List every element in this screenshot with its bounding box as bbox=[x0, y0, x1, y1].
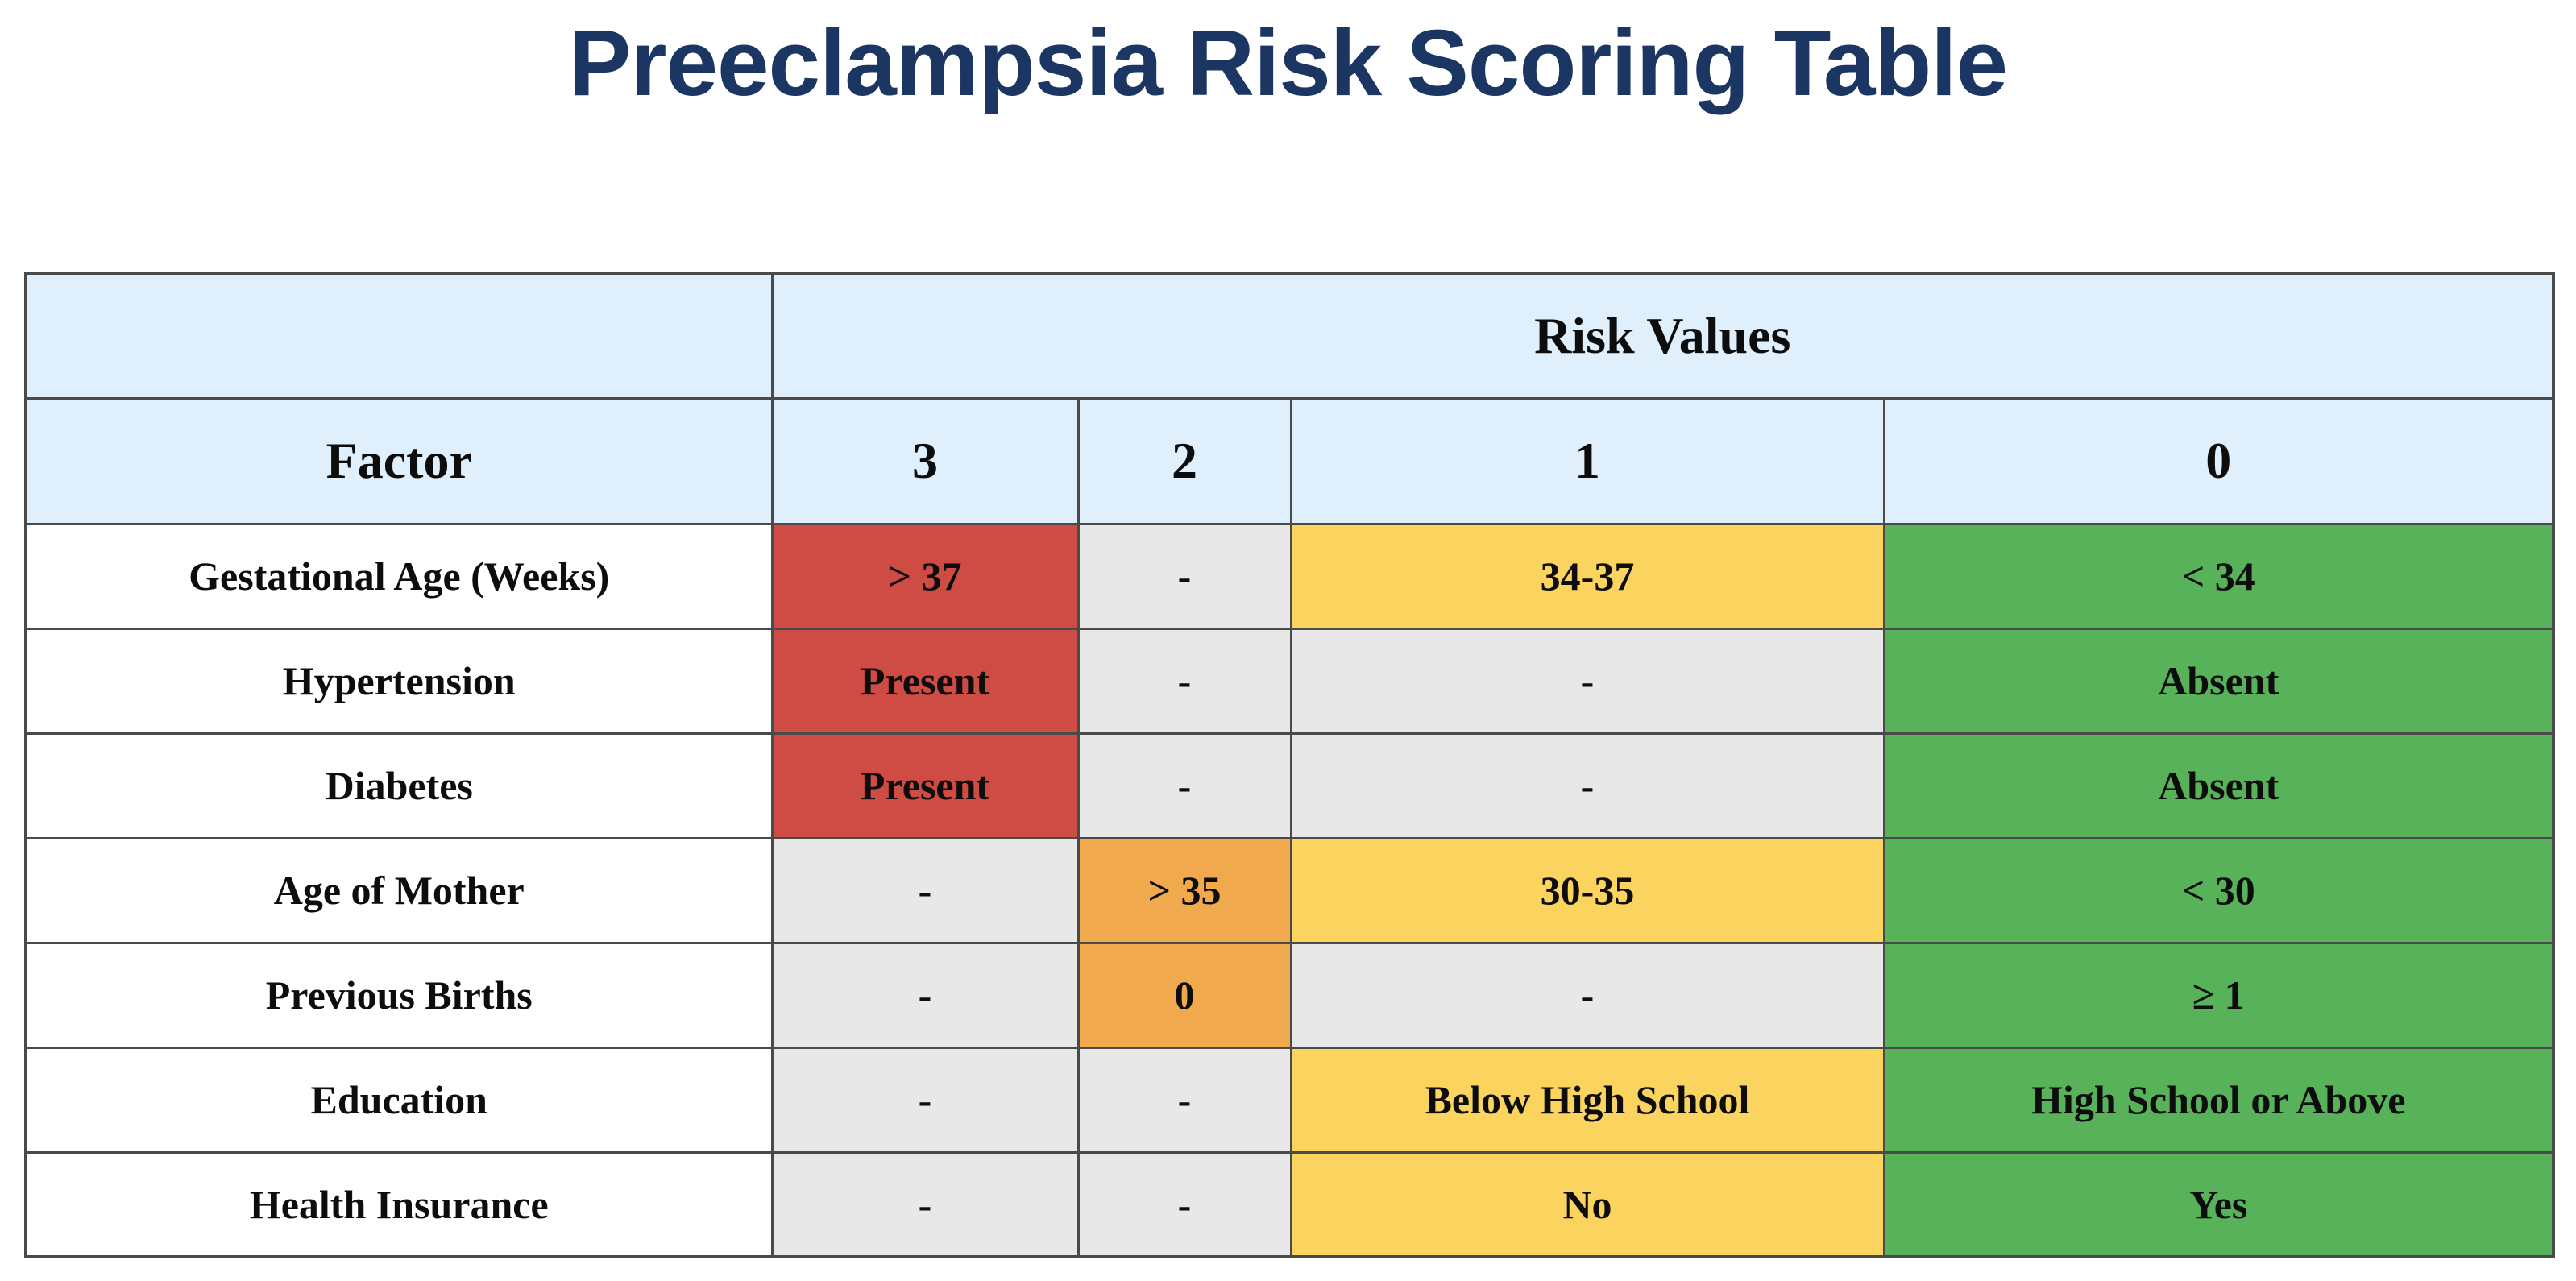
risk-value-cell: ≥ 1 bbox=[1882, 941, 2555, 1049]
risk-value-cell: Below High School bbox=[1289, 1046, 1885, 1154]
risk-value-cell: - bbox=[1076, 522, 1292, 630]
risk-value-cell: - bbox=[770, 1150, 1080, 1258]
risk-value-cell: - bbox=[770, 941, 1080, 1049]
risk-value-cell: - bbox=[1289, 941, 1885, 1049]
risk-value-cell: - bbox=[770, 1046, 1080, 1154]
risk-value-cell: - bbox=[1076, 732, 1292, 839]
risk-value-cell: High School or Above bbox=[1882, 1046, 2555, 1154]
factor-cell: Health Insurance bbox=[24, 1150, 774, 1258]
score-header-row: Factor 3 2 1 0 bbox=[24, 396, 2555, 525]
risk-value-cell: Yes bbox=[1882, 1150, 2555, 1258]
page-title: Preeclampsia Risk Scoring Table bbox=[569, 10, 2008, 115]
risk-value-cell: - bbox=[1076, 1046, 1292, 1154]
factor-cell: Education bbox=[24, 1046, 774, 1154]
factor-cell: Gestational Age (Weeks) bbox=[24, 522, 774, 630]
risk-values-header: Risk Values bbox=[770, 272, 2555, 400]
factor-column-header: Factor bbox=[24, 396, 774, 525]
risk-value-cell: Present bbox=[770, 732, 1080, 839]
score-header-1: 1 bbox=[1289, 396, 1885, 525]
risk-value-cell: - bbox=[1289, 627, 1885, 735]
factor-cell: Hypertension bbox=[24, 627, 774, 735]
score-header-2: 2 bbox=[1076, 396, 1292, 525]
table-row: Diabetes Present - - Absent bbox=[24, 732, 2555, 839]
risk-value-cell: < 34 bbox=[1882, 522, 2555, 630]
risk-value-cell: Absent bbox=[1882, 732, 2555, 839]
table-row: Previous Births -0- ≥ 1 bbox=[24, 941, 2555, 1049]
risk-value-cell: Absent bbox=[1882, 627, 2555, 735]
risk-value-cell: 30-35 bbox=[1289, 836, 1885, 944]
risk-value-cell: < 30 bbox=[1882, 836, 2555, 944]
score-header-3: 3 bbox=[770, 396, 1080, 525]
risk-value-cell: - bbox=[770, 836, 1080, 944]
table-body: Gestational Age (Weeks) > 37-34-37 < 34 Hyp… bbox=[24, 522, 2555, 1258]
corner-cell bbox=[24, 272, 774, 400]
risk-scoring-table: Risk Values Factor 3 2 1 0 Gestational A… bbox=[24, 272, 2555, 1258]
table-row: Education - - Below High School High School … bbox=[24, 1046, 2555, 1154]
risk-value-cell: > 35 bbox=[1076, 836, 1292, 944]
table-row: Gestational Age (Weeks) > 37-34-37 < 34 bbox=[24, 522, 2555, 630]
group-header-row: Risk Values bbox=[24, 272, 2555, 400]
risk-value-cell: Present bbox=[770, 627, 1080, 735]
risk-value-cell: No bbox=[1289, 1150, 1885, 1258]
risk-value-cell: 34-37 bbox=[1289, 522, 1885, 630]
factor-cell: Age of Mother bbox=[24, 836, 774, 944]
table-row: Health Insurance - - No Yes bbox=[24, 1150, 2555, 1258]
table-row: Age of Mother - > 35 30-35 < 30 bbox=[24, 836, 2555, 944]
risk-value-cell: 0 bbox=[1076, 941, 1292, 1049]
risk-value-cell: > 37 bbox=[770, 522, 1080, 630]
score-header-0: 0 bbox=[1882, 396, 2555, 525]
factor-cell: Previous Births bbox=[24, 941, 774, 1049]
risk-value-cell: - bbox=[1076, 1150, 1292, 1258]
table-row: Hypertension Present - - Absent bbox=[24, 627, 2555, 735]
factor-cell: Diabetes bbox=[24, 732, 774, 839]
risk-value-cell: - bbox=[1076, 627, 1292, 735]
risk-value-cell: - bbox=[1289, 732, 1885, 839]
